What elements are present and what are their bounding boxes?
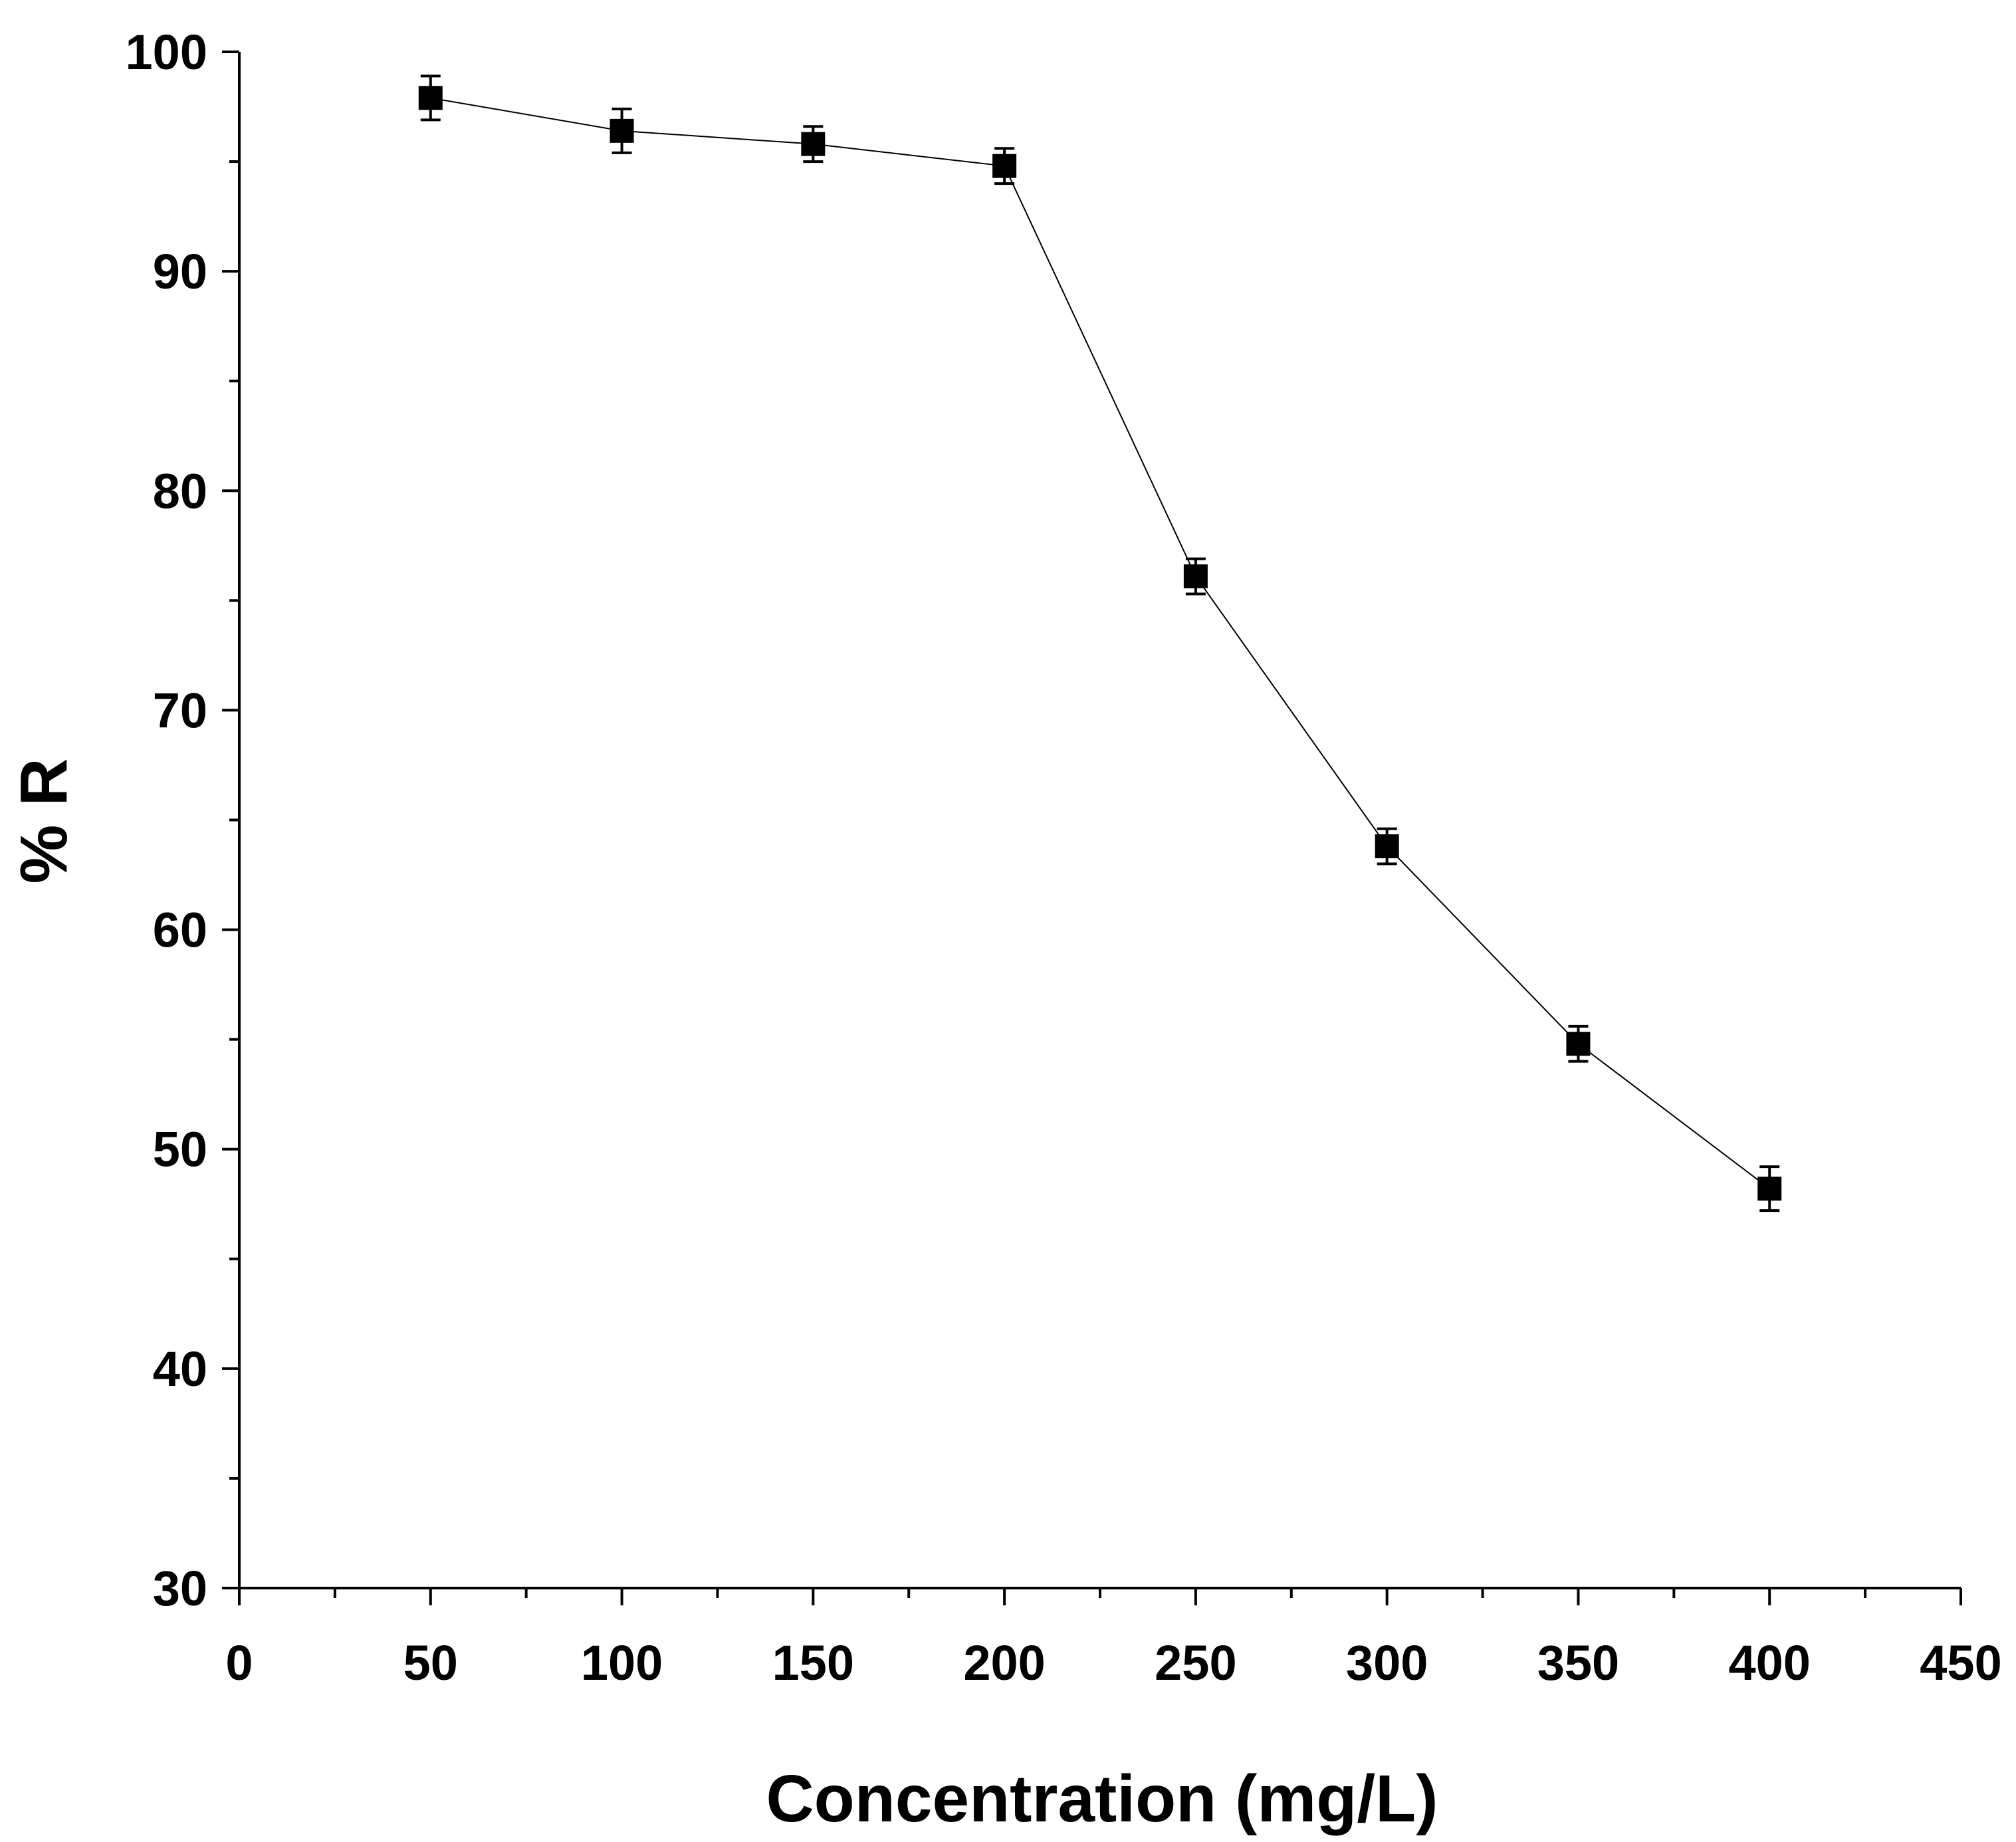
y-tick-label: 50 — [153, 1122, 207, 1177]
x-tick-label: 350 — [1537, 1635, 1619, 1690]
y-tick-label: 40 — [153, 1341, 207, 1397]
data-point-marker — [1375, 834, 1399, 859]
data-point-marker — [992, 154, 1017, 178]
x-tick-label: 300 — [1346, 1635, 1428, 1690]
x-tick-label: 50 — [403, 1635, 458, 1690]
x-tick-label: 400 — [1728, 1635, 1810, 1690]
series-line — [430, 97, 1770, 1189]
data-point-marker — [1566, 1032, 1591, 1056]
y-axis-title: % R — [7, 758, 81, 884]
tick-labels: 0 50 100 150 200 250 300 350 400 450 30 40 50 60 70 80 9… — [126, 25, 2002, 1690]
y-tick-label: 90 — [153, 244, 207, 299]
x-tick-label: 150 — [772, 1635, 854, 1690]
series-line-path — [430, 97, 1770, 1189]
ticks — [222, 51, 1962, 1605]
x-axis-title: Concentration (mg/L) — [766, 1762, 1438, 1836]
x-tick-label: 250 — [1155, 1635, 1236, 1690]
y-tick-label: 100 — [126, 25, 207, 80]
y-tick-label: 60 — [153, 903, 207, 958]
data-point-marker — [1183, 564, 1208, 589]
data-point-marker — [418, 86, 443, 110]
data-point-marker — [801, 132, 826, 156]
data-point-marker — [610, 118, 634, 143]
x-tick-label: 200 — [963, 1635, 1045, 1690]
x-tick-label: 450 — [1920, 1635, 2001, 1690]
markers — [418, 86, 1782, 1201]
y-tick-label: 80 — [153, 463, 207, 518]
y-tick-label: 70 — [153, 683, 207, 738]
data-point-marker — [1757, 1177, 1782, 1201]
x-tick-label: 100 — [581, 1635, 663, 1690]
x-tick-label: 0 — [225, 1635, 253, 1690]
y-tick-label: 30 — [153, 1561, 207, 1616]
